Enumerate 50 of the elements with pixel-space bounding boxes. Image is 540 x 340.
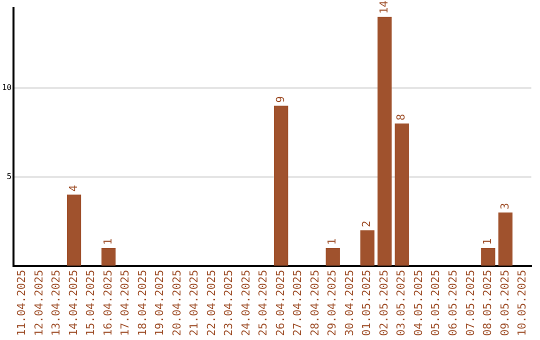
bar: [360, 230, 374, 266]
x-tick-label: 02.05.2025: [377, 270, 390, 336]
x-tick-label: 29.04.2025: [326, 270, 339, 336]
data-label: 1: [101, 238, 114, 245]
x-tick-label: 28.04.2025: [308, 270, 322, 336]
x-tick-label: 15.04.2025: [84, 270, 98, 336]
x-tick-label: 07.05.2025: [464, 270, 477, 336]
x-tick-label: 22.04.2025: [204, 270, 218, 336]
x-tick-label: 09.05.2025: [498, 270, 512, 336]
bar: [378, 16, 392, 266]
data-label: 1: [481, 238, 494, 245]
x-tick-label: 26.04.2025: [274, 270, 287, 336]
bar: [66, 194, 82, 266]
bar: [101, 248, 116, 266]
x-tick-label: 10.05.2025: [516, 270, 529, 336]
x-tick-label: 16.04.2025: [101, 270, 114, 336]
data-label: 8: [394, 114, 408, 121]
x-tick-label: 05.05.2025: [429, 270, 442, 336]
x-tick-label: 23.04.2025: [222, 270, 236, 336]
data-label: 3: [498, 202, 512, 210]
x-tick-label: 06.05.2025: [446, 270, 460, 336]
x-tick-label: 19.04.2025: [153, 270, 166, 336]
y-tick-label: 10: [2, 83, 12, 92]
x-tick-label: 11.04.2025: [15, 270, 28, 336]
y-tick-label: 5: [6, 172, 12, 181]
x-tick-label: 13.04.2025: [50, 270, 63, 336]
x-tick-label: 24.04.2025: [239, 270, 252, 336]
x-tick-label: 18.04.2025: [136, 270, 149, 336]
bar: [498, 212, 512, 266]
x-tick-label: 20.04.2025: [170, 270, 184, 336]
bar: [326, 248, 340, 266]
data-label: 4: [66, 184, 80, 192]
x-tick-label: 08.05.2025: [481, 270, 494, 336]
data-label: 1: [326, 238, 339, 245]
x-tick-label: 01.05.2025: [360, 270, 374, 336]
bar: [274, 106, 288, 266]
bar: [481, 248, 496, 266]
data-label: 2: [360, 220, 374, 228]
x-tick-label: 12.04.2025: [32, 270, 46, 336]
bar: [394, 124, 409, 266]
x-tick-label: 14.04.2025: [66, 270, 80, 336]
x-tick-label: 25.04.2025: [256, 270, 270, 336]
x-tick-label: 03.05.2025: [394, 270, 408, 336]
x-tick-label: 30.04.2025: [342, 270, 356, 336]
x-tick-label: 17.04.2025: [118, 270, 132, 336]
data-label: 14: [377, 0, 390, 14]
x-tick-label: 27.04.2025: [291, 270, 304, 336]
data-label: 9: [274, 96, 287, 103]
x-tick-label: 21.04.2025: [188, 270, 201, 336]
x-tick-label: 04.05.2025: [412, 270, 425, 336]
